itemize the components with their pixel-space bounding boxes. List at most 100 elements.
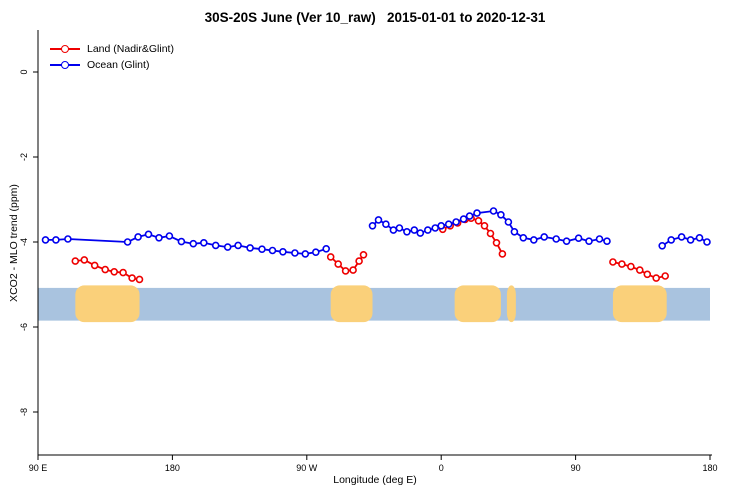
land-series-point xyxy=(326,253,335,261)
ocean-series-point xyxy=(258,245,266,253)
ocean-series-point xyxy=(465,212,474,220)
land-series-point xyxy=(480,222,489,230)
y-tick-label: -2 xyxy=(19,153,29,161)
ocean-series-marker-icon xyxy=(50,60,80,70)
land-series-point xyxy=(635,266,644,274)
land-series-point xyxy=(609,258,617,266)
ocean-series-point xyxy=(211,241,220,250)
legend: Land (Nadir&Glint) Ocean (Glint) xyxy=(50,43,174,71)
ocean-series-point xyxy=(223,243,232,251)
ocean-series-point xyxy=(489,207,498,215)
land-series-point xyxy=(71,257,80,265)
ocean-series-point xyxy=(52,236,60,244)
ocean-series-point xyxy=(510,228,519,236)
ocean-series-point xyxy=(695,234,704,242)
map-band-land-patch xyxy=(75,285,140,323)
ocean-series-point xyxy=(268,246,277,255)
land-series-point xyxy=(486,229,495,238)
ocean-series-point xyxy=(686,236,695,244)
land-series-point xyxy=(128,274,136,282)
x-axis-label: Longitude (deg E) xyxy=(333,474,417,486)
land-series-point xyxy=(355,257,363,265)
y-tick-label: -6 xyxy=(19,323,29,331)
ocean-series-point xyxy=(311,248,320,256)
ocean-series-point xyxy=(667,236,676,244)
x-tick-label: 90 E xyxy=(29,463,48,473)
x-tick-label: 0 xyxy=(439,463,444,473)
land-series-point xyxy=(341,267,350,275)
ocean-series-point xyxy=(389,226,398,234)
ocean-series-point xyxy=(64,235,72,243)
y-tick-label: -4 xyxy=(19,238,29,246)
land-series-point xyxy=(101,265,109,274)
land-series-point xyxy=(119,268,127,277)
ocean-series-point xyxy=(200,239,208,247)
ocean-series-point xyxy=(703,238,711,246)
land-series-point xyxy=(652,274,661,282)
ocean-series-line xyxy=(45,233,327,255)
x-tick-label: 90 xyxy=(571,463,581,473)
ocean-series-point xyxy=(322,245,331,253)
land-series-marker-icon xyxy=(50,44,80,54)
legend-item-land: Land (Nadir&Glint) xyxy=(50,43,174,55)
land-series-point xyxy=(661,272,670,280)
land-series-point xyxy=(110,267,118,276)
ocean-series-point xyxy=(603,237,611,245)
x-tick-label: 90 W xyxy=(296,463,318,473)
land-series-point xyxy=(618,260,626,268)
map-band-land-patch xyxy=(330,285,373,323)
land-series-point xyxy=(627,262,635,271)
ocean-series-point xyxy=(189,239,198,248)
ocean-series-point xyxy=(497,211,505,219)
chart-title: 30S-20S June (Ver 10_raw) 2015-01-01 to … xyxy=(204,10,546,25)
ocean-series-point xyxy=(144,230,153,239)
ocean-series-point xyxy=(134,233,142,241)
ocean-series-point xyxy=(529,236,538,244)
ocean-series-point xyxy=(423,226,432,234)
ocean-series-point xyxy=(395,224,404,232)
land-series-point xyxy=(90,261,99,270)
y-tick-label: 0 xyxy=(19,69,29,74)
ocean-series-point xyxy=(519,234,528,242)
ocean-series-point xyxy=(473,209,481,217)
land-series-point xyxy=(135,275,144,284)
ocean-series-point xyxy=(444,220,453,228)
ocean-series-point xyxy=(123,238,132,246)
ocean-series-point xyxy=(301,250,310,258)
ocean-series-point xyxy=(437,222,446,230)
ocean-series-point xyxy=(374,216,383,224)
ocean-series-point xyxy=(41,236,50,244)
land-series-point xyxy=(349,266,357,274)
land-series-point xyxy=(474,217,483,225)
ocean-series-point xyxy=(165,232,174,240)
ocean-series-point xyxy=(403,228,411,236)
ocean-series-point xyxy=(177,237,186,246)
ocean-series-point xyxy=(431,224,440,232)
ocean-series-point xyxy=(459,215,468,223)
ocean-series-point xyxy=(585,237,593,245)
ocean-series-point xyxy=(504,218,513,226)
ocean-series-point xyxy=(452,218,460,226)
map-band-land-patch xyxy=(454,285,501,323)
ocean-series-point xyxy=(416,229,425,237)
ocean-series-point xyxy=(540,233,549,241)
ocean-series-point xyxy=(552,235,561,243)
ocean-series-point xyxy=(410,226,419,234)
legend-item-ocean: Ocean (Glint) xyxy=(50,59,174,71)
map-band-ocean xyxy=(38,287,710,321)
land-series-point xyxy=(80,256,89,264)
land-series-point xyxy=(643,270,652,279)
ocean-series-point xyxy=(155,234,163,242)
ocean-series-point xyxy=(279,248,287,256)
ocean-series-point xyxy=(677,233,686,241)
ocean-series-point xyxy=(595,235,604,243)
map-band-land-patch xyxy=(612,285,667,323)
ocean-series-point xyxy=(574,234,583,242)
ocean-series-point xyxy=(246,244,254,252)
map-band-land-patch xyxy=(506,285,516,323)
x-tick-label: 180 xyxy=(702,463,717,473)
land-series-point xyxy=(492,239,501,247)
x-tick-label: 180 xyxy=(165,463,180,473)
land-series-point xyxy=(359,251,368,259)
